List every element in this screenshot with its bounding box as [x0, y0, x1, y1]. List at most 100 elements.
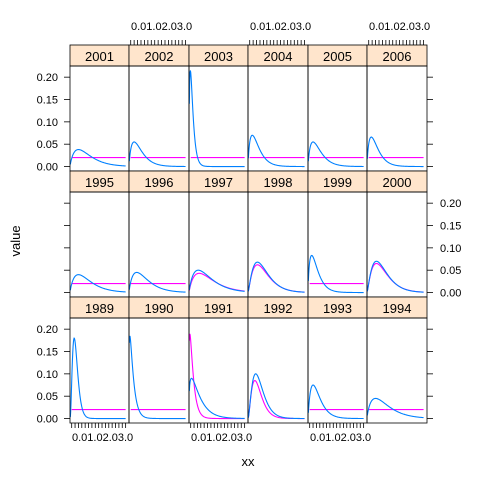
strip-label: 2001	[85, 49, 114, 64]
strip-label: 2006	[383, 49, 412, 64]
panel-2000: 2000	[366, 170, 428, 298]
y-axis-title: value	[8, 225, 23, 256]
panel-frame	[247, 65, 309, 172]
panel-1994: 1994	[366, 296, 428, 424]
blue-series-line	[366, 397, 424, 419]
y-tick-label: 0.10	[37, 369, 58, 381]
blue-series-line	[247, 373, 305, 420]
strip-label: 2004	[264, 49, 293, 64]
x-tick-labels: 0.01.02.03.0	[191, 432, 252, 444]
panel-frame	[188, 191, 249, 298]
panel-2001: 2001	[69, 44, 130, 172]
blue-series-line	[188, 377, 245, 419]
blue-series-line	[128, 335, 186, 420]
panel-1999: 1999	[307, 170, 368, 298]
panel-2005: 2005	[307, 44, 368, 172]
blue-series-line	[366, 136, 424, 168]
y-tick-label: 0.20	[440, 198, 461, 210]
blue-series-line	[188, 269, 245, 292]
panel-frame	[307, 191, 368, 298]
y-tick-label: 0.10	[440, 243, 461, 255]
panel-2004: 2004	[247, 44, 309, 172]
blue-series-line	[247, 261, 305, 293]
panel-1991: 1991	[188, 296, 249, 424]
blue-series-line	[188, 70, 245, 168]
y-tick-label: 0.05	[37, 391, 58, 403]
panel-frame	[307, 317, 368, 424]
panel-frame	[366, 191, 428, 298]
x-tick-labels: 0.01.02.03.0	[369, 21, 430, 33]
y-tick-label: 0.15	[37, 95, 58, 107]
panel-1992: 1992	[247, 296, 309, 424]
blue-series-line	[69, 149, 126, 167]
strip-label: 1992	[264, 301, 293, 316]
strip-label: 1999	[323, 175, 352, 190]
x-tick-labels: 0.01.02.03.0	[131, 21, 192, 33]
magenta-series-line	[247, 379, 305, 420]
magenta-series-line	[188, 272, 245, 292]
magenta-series-line	[188, 333, 245, 420]
x-tick-labels: 0.01.02.03.0	[310, 432, 371, 444]
panel-frame	[247, 317, 309, 424]
blue-series-line	[307, 384, 364, 420]
strip-label: 1993	[323, 301, 352, 316]
magenta-series-line	[366, 262, 424, 293]
blue-series-line	[366, 260, 424, 293]
panel-1989: 1989	[69, 296, 130, 424]
panel-1996: 1996	[128, 170, 190, 298]
panel-1995: 1995	[69, 170, 130, 298]
panel-2003: 2003	[188, 44, 249, 172]
y-tick-label: 0.05	[440, 265, 461, 277]
y-tick-label: 0.00	[37, 162, 58, 174]
y-tick-label: 0.15	[440, 221, 461, 233]
panel-1998: 1998	[247, 170, 309, 298]
strip-label: 1991	[204, 301, 233, 316]
strip-label: 2000	[383, 175, 412, 190]
blue-series-line	[69, 274, 126, 293]
panel-frame	[128, 65, 190, 172]
panel-frame	[188, 65, 249, 172]
panel-frame	[128, 191, 190, 298]
strip-label: 2005	[323, 49, 352, 64]
strip-label: 1989	[85, 301, 114, 316]
blue-series-line	[307, 254, 364, 294]
strip-label: 2002	[145, 49, 174, 64]
strip-label: 2003	[204, 49, 233, 64]
strip-label: 1996	[145, 175, 174, 190]
blue-series-line	[128, 141, 186, 168]
panel-frame	[69, 191, 130, 298]
panel-grid: 2001 2002 2003 2004 2005 2006 1995 1996 1997 1998…	[69, 44, 428, 424]
x-axis-title: xx	[242, 454, 256, 469]
x-tick-labels: 0.01.02.03.0	[72, 432, 133, 444]
x-tick-labels: 0.01.02.03.0	[250, 21, 311, 33]
blue-series-line	[69, 337, 126, 420]
blue-series-line	[128, 271, 186, 293]
panel-frame	[307, 65, 368, 172]
panel-2006: 2006	[366, 44, 428, 172]
panel-frame	[366, 317, 428, 424]
y-tick-label: 0.05	[37, 139, 58, 151]
panel-1997: 1997	[188, 170, 249, 298]
strip-label: 1995	[85, 175, 114, 190]
y-tick-label: 0.15	[37, 347, 58, 359]
strip-label: 1998	[264, 175, 293, 190]
y-tick-label: 0.20	[37, 324, 58, 336]
y-tick-label: 0.00	[37, 414, 58, 426]
y-tick-label: 0.10	[37, 117, 58, 129]
strip-label: 1990	[145, 301, 174, 316]
panel-1990: 1990	[128, 296, 190, 424]
panel-frame	[247, 191, 309, 298]
blue-series-line	[247, 134, 305, 168]
magenta-series-line	[247, 264, 305, 293]
panel-1993: 1993	[307, 296, 368, 424]
panel-frame	[69, 317, 130, 424]
strip-label: 1997	[204, 175, 233, 190]
panel-frame	[366, 65, 428, 172]
y-tick-label: 0.00	[440, 288, 461, 300]
panel-2002: 2002	[128, 44, 190, 172]
axes-group: 0.01.02.03.0 0.01.02.03.0 0.01.02.03.0 0.01…	[37, 21, 462, 444]
blue-series-line	[307, 141, 364, 168]
panel-frame	[69, 65, 130, 172]
y-tick-label: 0.20	[37, 72, 58, 84]
